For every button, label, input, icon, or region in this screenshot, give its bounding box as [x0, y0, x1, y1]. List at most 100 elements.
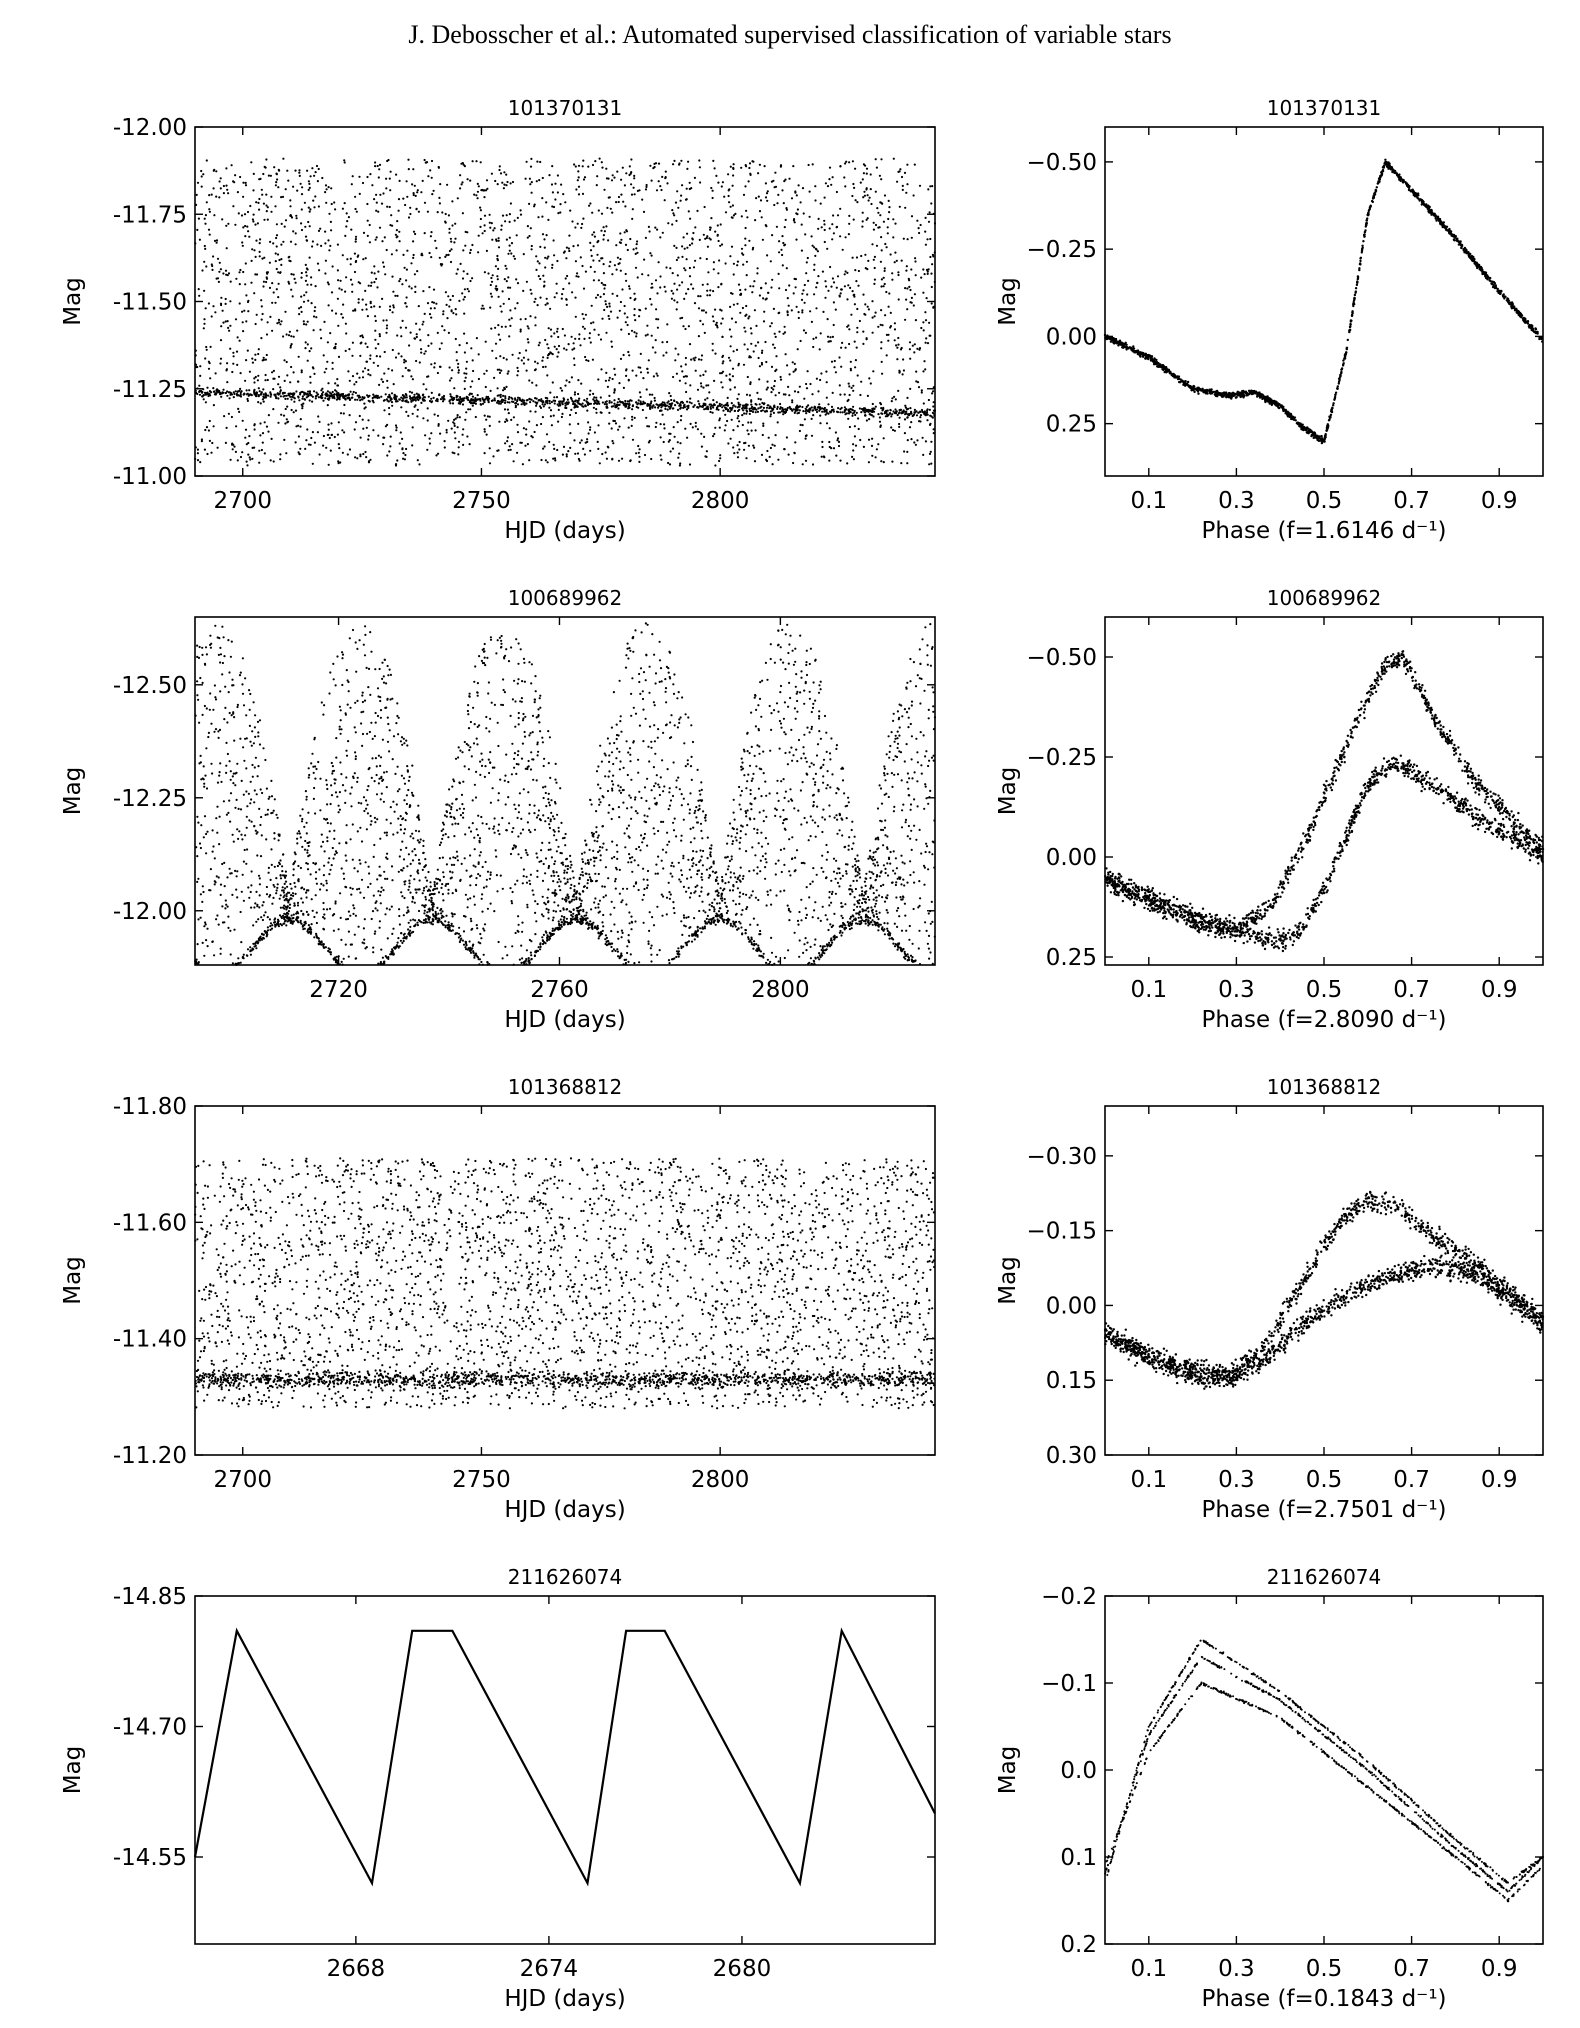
data-point — [536, 260, 539, 263]
data-point — [590, 322, 593, 325]
data-point — [536, 160, 539, 163]
data-point — [1341, 364, 1345, 367]
data-point — [485, 369, 488, 372]
data-point — [499, 305, 502, 308]
x-tick-label: 2750 — [452, 488, 511, 514]
data-point — [581, 313, 584, 316]
data-point — [680, 194, 683, 197]
data-point — [663, 423, 666, 426]
data-point — [888, 211, 891, 214]
data-point — [836, 411, 840, 414]
data-point — [558, 400, 561, 403]
data-point — [739, 293, 743, 296]
data-point — [349, 390, 352, 393]
data-point — [358, 414, 361, 418]
data-point — [297, 435, 300, 438]
data-point — [727, 356, 731, 359]
data-point — [711, 411, 714, 414]
data-point — [274, 301, 277, 304]
data-point — [784, 218, 787, 221]
data-point — [621, 288, 624, 291]
data-point — [382, 399, 385, 402]
data-point — [803, 418, 807, 421]
data-point — [302, 323, 306, 326]
data-point — [677, 353, 680, 356]
data-point — [498, 368, 501, 371]
data-point — [459, 396, 462, 399]
data-point — [782, 332, 785, 335]
data-point — [325, 188, 328, 191]
data-point — [624, 205, 627, 208]
data-point — [711, 342, 714, 345]
data-point — [729, 205, 732, 208]
data-point — [580, 382, 583, 385]
data-point — [546, 302, 549, 305]
data-point — [251, 361, 254, 364]
data-point — [637, 451, 640, 454]
data-point — [538, 179, 541, 182]
data-point — [437, 423, 440, 426]
data-point — [633, 193, 636, 196]
data-point — [903, 418, 907, 421]
data-point — [729, 379, 732, 382]
data-point — [208, 208, 211, 211]
data-point — [888, 292, 891, 295]
data-point — [922, 321, 925, 324]
data-point — [516, 403, 520, 406]
data-point — [491, 349, 494, 352]
data-point — [650, 334, 653, 337]
data-point — [565, 406, 568, 410]
data-point — [212, 404, 215, 407]
data-point — [551, 266, 554, 269]
data-point — [246, 300, 250, 304]
data-point — [714, 426, 717, 429]
data-point — [844, 236, 847, 239]
data-point — [920, 408, 924, 412]
data-point — [239, 175, 242, 179]
data-point — [527, 358, 530, 361]
data-point — [530, 157, 533, 160]
data-point — [811, 163, 814, 166]
data-point — [564, 402, 567, 405]
data-point — [786, 311, 789, 314]
data-point — [902, 237, 905, 240]
data-point — [688, 266, 692, 270]
data-point — [680, 159, 683, 162]
data-point — [839, 207, 842, 210]
data-point — [215, 388, 219, 391]
data-point — [865, 187, 868, 190]
data-point — [274, 252, 277, 255]
data-point — [699, 257, 702, 260]
data-point — [325, 201, 328, 204]
data-point — [729, 437, 732, 440]
data-point — [859, 181, 862, 184]
data-point — [549, 391, 552, 394]
data-point — [306, 343, 309, 346]
data-point — [413, 337, 417, 340]
data-point — [781, 408, 784, 411]
data-point — [496, 394, 499, 397]
data-point — [851, 290, 854, 293]
data-point — [742, 363, 746, 366]
data-point — [584, 355, 587, 359]
data-point — [832, 281, 836, 284]
data-point — [305, 323, 308, 326]
data-point — [706, 289, 709, 292]
data-point — [358, 396, 362, 399]
data-point — [880, 460, 883, 463]
data-point — [469, 248, 472, 252]
data-point — [326, 404, 329, 407]
data-point — [589, 202, 592, 205]
data-point — [730, 335, 733, 338]
data-point — [879, 260, 883, 263]
data-point — [257, 374, 260, 377]
data-point — [681, 184, 684, 187]
data-point — [916, 347, 919, 350]
data-point — [414, 399, 417, 402]
data-point — [510, 252, 513, 255]
data-point — [823, 196, 826, 199]
data-point — [449, 237, 452, 240]
data-point — [602, 226, 605, 229]
data-point — [683, 297, 686, 300]
data-point — [521, 463, 525, 466]
